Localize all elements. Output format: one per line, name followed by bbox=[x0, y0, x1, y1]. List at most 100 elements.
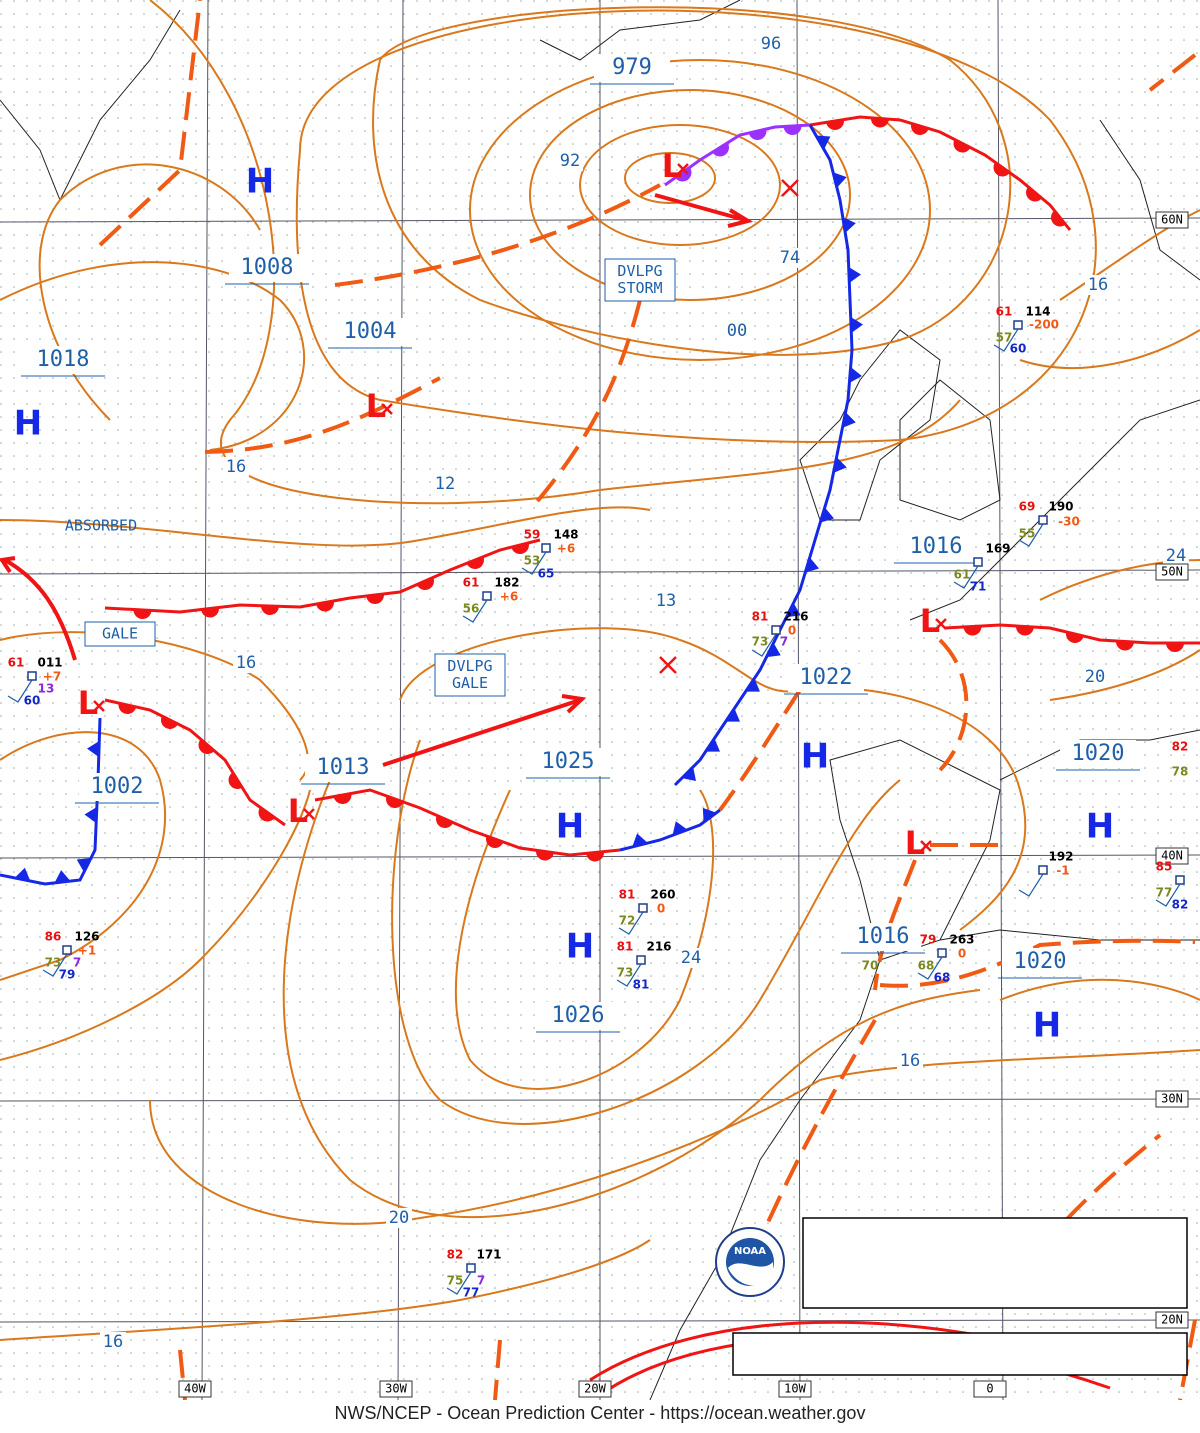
station-marker bbox=[541, 543, 551, 553]
station-value: 7 bbox=[73, 956, 81, 970]
low-marker bbox=[677, 163, 689, 175]
cold-front-symbol bbox=[820, 507, 834, 523]
station-value: 60 bbox=[24, 694, 41, 708]
cold-front-symbol bbox=[76, 857, 92, 873]
warning-box bbox=[84, 621, 156, 647]
isobar-label: 16 bbox=[236, 653, 256, 673]
station-marker bbox=[62, 945, 72, 955]
low-center: L bbox=[366, 387, 386, 425]
warm-front-symbol bbox=[871, 117, 889, 128]
pressure-label: 1016 bbox=[857, 924, 910, 949]
pressure-label: 979 bbox=[612, 55, 652, 80]
warm-front-symbol bbox=[993, 162, 1010, 177]
station-value: 73 bbox=[45, 956, 62, 970]
warm-front-symbol bbox=[911, 123, 929, 135]
wind-barb bbox=[616, 963, 642, 987]
cold-front-symbol bbox=[766, 642, 781, 658]
label-background bbox=[25, 346, 101, 374]
station-value: 263 bbox=[949, 933, 974, 947]
warm-front-symbol bbox=[1016, 625, 1034, 636]
station-value: 82 bbox=[447, 1248, 464, 1262]
station-value: 216 bbox=[783, 610, 808, 624]
warm-front-symbol bbox=[316, 600, 334, 612]
isobars bbox=[0, 0, 1200, 1341]
wind-barb bbox=[1018, 523, 1044, 547]
latitude-label: 20N bbox=[1161, 1313, 1183, 1327]
label-background bbox=[432, 474, 458, 494]
label-background bbox=[1163, 546, 1189, 566]
warning-label: STORM bbox=[617, 279, 662, 297]
station-value: 72 bbox=[619, 914, 636, 928]
high-center: H bbox=[801, 737, 829, 777]
station-value: 190 bbox=[1048, 500, 1073, 514]
station-marker bbox=[1038, 515, 1048, 525]
low-center: L bbox=[78, 684, 98, 722]
front-line bbox=[673, 124, 854, 787]
cold-front-symbol bbox=[14, 867, 31, 882]
pressure-label: 1018 bbox=[37, 347, 90, 372]
cold-front-symbol bbox=[805, 557, 819, 573]
warm-front-symbol bbox=[201, 607, 219, 618]
latitude-label: 50N bbox=[1161, 565, 1183, 579]
label-background bbox=[1002, 948, 1078, 976]
station-value: 71 bbox=[970, 580, 987, 594]
low-center: L bbox=[288, 792, 308, 830]
label-background bbox=[788, 664, 864, 692]
label-background bbox=[578, 1380, 612, 1398]
cold-front-symbol bbox=[849, 367, 862, 383]
label-background bbox=[594, 54, 670, 82]
station-value: 114 bbox=[1025, 305, 1050, 319]
station-value: 82 bbox=[1172, 898, 1189, 912]
low-marker bbox=[935, 618, 947, 630]
station-value: 81 bbox=[633, 978, 650, 992]
station-value: 260 bbox=[650, 888, 675, 902]
cold-front-symbol bbox=[816, 135, 831, 150]
isobar-label: 74 bbox=[780, 248, 800, 268]
label-background bbox=[898, 533, 974, 561]
station-value: 77 bbox=[463, 1286, 480, 1300]
pressure-label: 1008 bbox=[241, 255, 294, 280]
warning-label: ABSORBED bbox=[65, 517, 137, 535]
low-marker bbox=[381, 403, 393, 415]
logo-text: NOAA bbox=[734, 1246, 766, 1257]
cold-front-symbol bbox=[745, 678, 760, 692]
pressure-label: 1022 bbox=[800, 665, 853, 690]
station-value: 61 bbox=[954, 568, 971, 582]
latitude-label: 40N bbox=[1161, 849, 1183, 863]
station-marker bbox=[27, 671, 37, 681]
station-marker bbox=[482, 591, 492, 601]
wind-barb bbox=[1018, 873, 1044, 897]
label-background bbox=[1155, 1311, 1189, 1329]
longitude-label: 0 bbox=[986, 1382, 993, 1396]
isobar-label: 12 bbox=[435, 474, 455, 494]
station-value: 0 bbox=[958, 947, 966, 961]
low-center: L bbox=[662, 147, 682, 185]
wind-barb bbox=[751, 633, 777, 657]
pressure-label: 1020 bbox=[1072, 741, 1125, 766]
front-line bbox=[104, 538, 541, 614]
isobar-label: 00 bbox=[727, 321, 747, 341]
warning-label: GALE bbox=[452, 674, 488, 692]
label-background bbox=[540, 1002, 616, 1030]
warm-front-symbol bbox=[386, 795, 404, 808]
low-marker bbox=[303, 808, 315, 820]
warning-box bbox=[604, 258, 676, 302]
label-background bbox=[678, 948, 704, 968]
station-value: 78 bbox=[1172, 765, 1189, 779]
high-center: H bbox=[556, 807, 584, 847]
label-background bbox=[557, 151, 583, 171]
isobar-label: 16 bbox=[900, 1051, 920, 1071]
high-center: H bbox=[1086, 807, 1114, 847]
warm-front-symbol bbox=[963, 626, 982, 636]
warm-front-symbol bbox=[712, 142, 729, 157]
station-value: 192 bbox=[1048, 850, 1073, 864]
warm-front-symbol bbox=[228, 772, 243, 789]
label-background bbox=[305, 754, 381, 782]
station-value: 81 bbox=[619, 888, 636, 902]
isobar-label: 16 bbox=[226, 457, 246, 477]
warm-front-symbol bbox=[1066, 631, 1084, 643]
warm-front-symbol bbox=[118, 703, 137, 714]
isobar-label: 96 bbox=[761, 34, 781, 54]
warm-front-symbol bbox=[783, 125, 802, 135]
